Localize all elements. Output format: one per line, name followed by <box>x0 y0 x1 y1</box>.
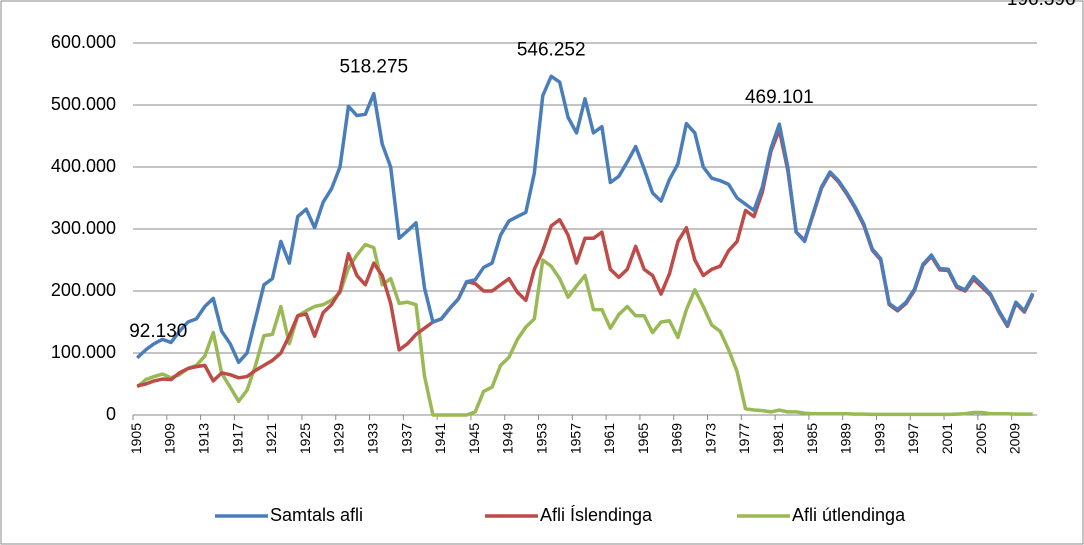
legend-label: Afli útlendinga <box>792 505 906 525</box>
series-line <box>136 74 1035 365</box>
y-tick-label: 500.000 <box>51 94 116 114</box>
y-tick-label: 200.000 <box>51 280 116 300</box>
legend-label: Afli Íslendinga <box>540 505 653 525</box>
x-tick-label: 1949 <box>500 423 516 454</box>
data-label: 469.101 <box>745 87 814 108</box>
y-tick-label: 100.000 <box>51 342 116 362</box>
legend-label: Samtals afli <box>270 505 363 525</box>
x-tick-label: 1929 <box>331 423 347 454</box>
series-line <box>136 242 1033 417</box>
data-label: 196.396 <box>1007 0 1076 10</box>
y-tick-label: 0 <box>106 404 116 424</box>
x-tick-label: 2005 <box>973 423 989 454</box>
x-tick-label: 1993 <box>871 423 887 454</box>
y-tick-label: 300.000 <box>51 218 116 238</box>
data-label: 546.252 <box>517 39 586 60</box>
x-tick-label: 1913 <box>196 423 212 454</box>
x-tick-label: 1953 <box>533 423 549 454</box>
x-tick-label: 1945 <box>466 423 482 454</box>
x-tick-label: 1981 <box>770 423 786 454</box>
x-tick-label: 1921 <box>263 423 279 454</box>
x-tick-label: 1937 <box>398 423 414 454</box>
x-tick-label: 2001 <box>939 423 955 454</box>
x-tick-label: 1917 <box>229 423 245 454</box>
x-tick-label: 1925 <box>297 423 313 454</box>
y-tick-label: 600.000 <box>51 32 116 52</box>
y-tick-label: 400.000 <box>51 156 116 176</box>
x-tick-label: 1905 <box>128 423 144 454</box>
x-tick-label: 1989 <box>838 423 854 454</box>
x-tick-label: 1961 <box>601 423 617 454</box>
x-tick-label: 1941 <box>432 423 448 454</box>
x-tick-label: 1969 <box>669 423 685 454</box>
x-tick-label: 1965 <box>635 423 651 454</box>
data-label: 518.275 <box>339 57 408 78</box>
x-tick-label: 2009 <box>1007 423 1023 454</box>
data-label: 92.130 <box>129 321 187 342</box>
x-tick-label: 1933 <box>364 423 380 454</box>
x-tick-label: 1957 <box>567 423 583 454</box>
x-tick-label: 1973 <box>702 423 718 454</box>
x-tick-label: 1977 <box>736 423 752 454</box>
x-tick-label: 1997 <box>905 423 921 454</box>
x-tick-label: 1909 <box>162 423 178 454</box>
x-tick-label: 1985 <box>804 423 820 454</box>
